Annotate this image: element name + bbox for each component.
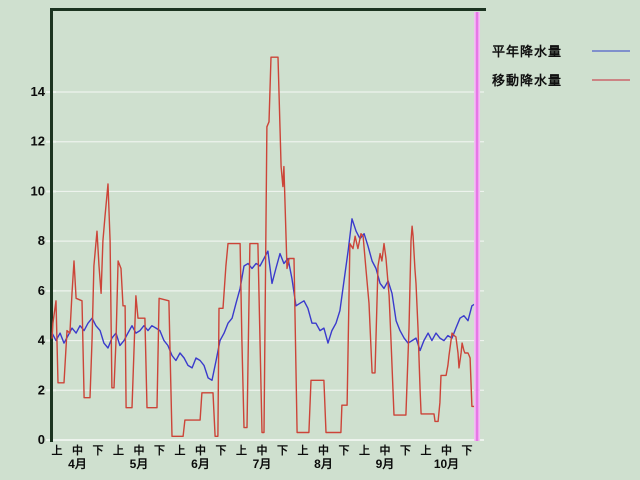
y-tick-label: 14 — [31, 84, 46, 99]
x-period-label: 上 — [52, 443, 63, 457]
x-month-label: 8月 — [314, 457, 333, 471]
legend-label-heinen: 平年降水量 — [492, 44, 563, 59]
x-month-label: 9月 — [376, 457, 395, 471]
x-period-label: 下 — [93, 444, 104, 457]
legend-label-idou: 移動降水量 — [492, 73, 563, 88]
x-period-label: 下 — [216, 444, 227, 457]
x-month-label: 10月 — [434, 457, 459, 471]
legend-line-blue — [592, 49, 630, 52]
y-tick-label: 6 — [38, 283, 45, 298]
x-period-label: 下 — [462, 444, 473, 457]
x-period-label: 下 — [154, 444, 165, 457]
x-period-label: 中 — [134, 443, 145, 457]
legend: 平年降水量 移動降水量 — [492, 41, 630, 89]
legend-item-heinen: 平年降水量 — [492, 41, 630, 60]
y-tick-label: 2 — [38, 382, 45, 397]
legend-item-idou: 移動降水量 — [492, 70, 630, 89]
x-month-label: 4月 — [68, 457, 87, 471]
y-tick-label: 12 — [31, 134, 45, 149]
x-period-label: 上 — [236, 443, 247, 457]
x-period-label: 上 — [421, 443, 432, 457]
x-period-label: 中 — [257, 443, 268, 457]
x-period-label: 中 — [380, 443, 391, 457]
x-period-label: 下 — [339, 444, 350, 457]
legend-line-red — [592, 78, 630, 81]
x-period-label: 中 — [72, 443, 83, 457]
y-tick-label: 10 — [31, 183, 45, 198]
x-month-label: 6月 — [191, 457, 210, 471]
y-tick-label: 8 — [38, 233, 45, 248]
x-month-label: 5月 — [130, 457, 149, 471]
x-period-label: 中 — [441, 443, 452, 457]
series-heinen-line — [51, 218, 477, 381]
x-period-label: 中 — [318, 443, 329, 457]
y-tick-label: 4 — [38, 333, 46, 348]
x-period-label: 上 — [113, 443, 124, 457]
y-tick-label: 0 — [38, 432, 45, 447]
x-period-label: 上 — [298, 443, 309, 457]
x-period-label: 下 — [400, 444, 411, 457]
x-month-label: 7月 — [253, 457, 272, 471]
x-period-label: 上 — [175, 443, 186, 457]
x-period-label: 上 — [359, 443, 370, 457]
x-period-label: 中 — [195, 443, 206, 457]
x-period-label: 下 — [277, 444, 288, 457]
series-idou-line — [51, 56, 477, 437]
